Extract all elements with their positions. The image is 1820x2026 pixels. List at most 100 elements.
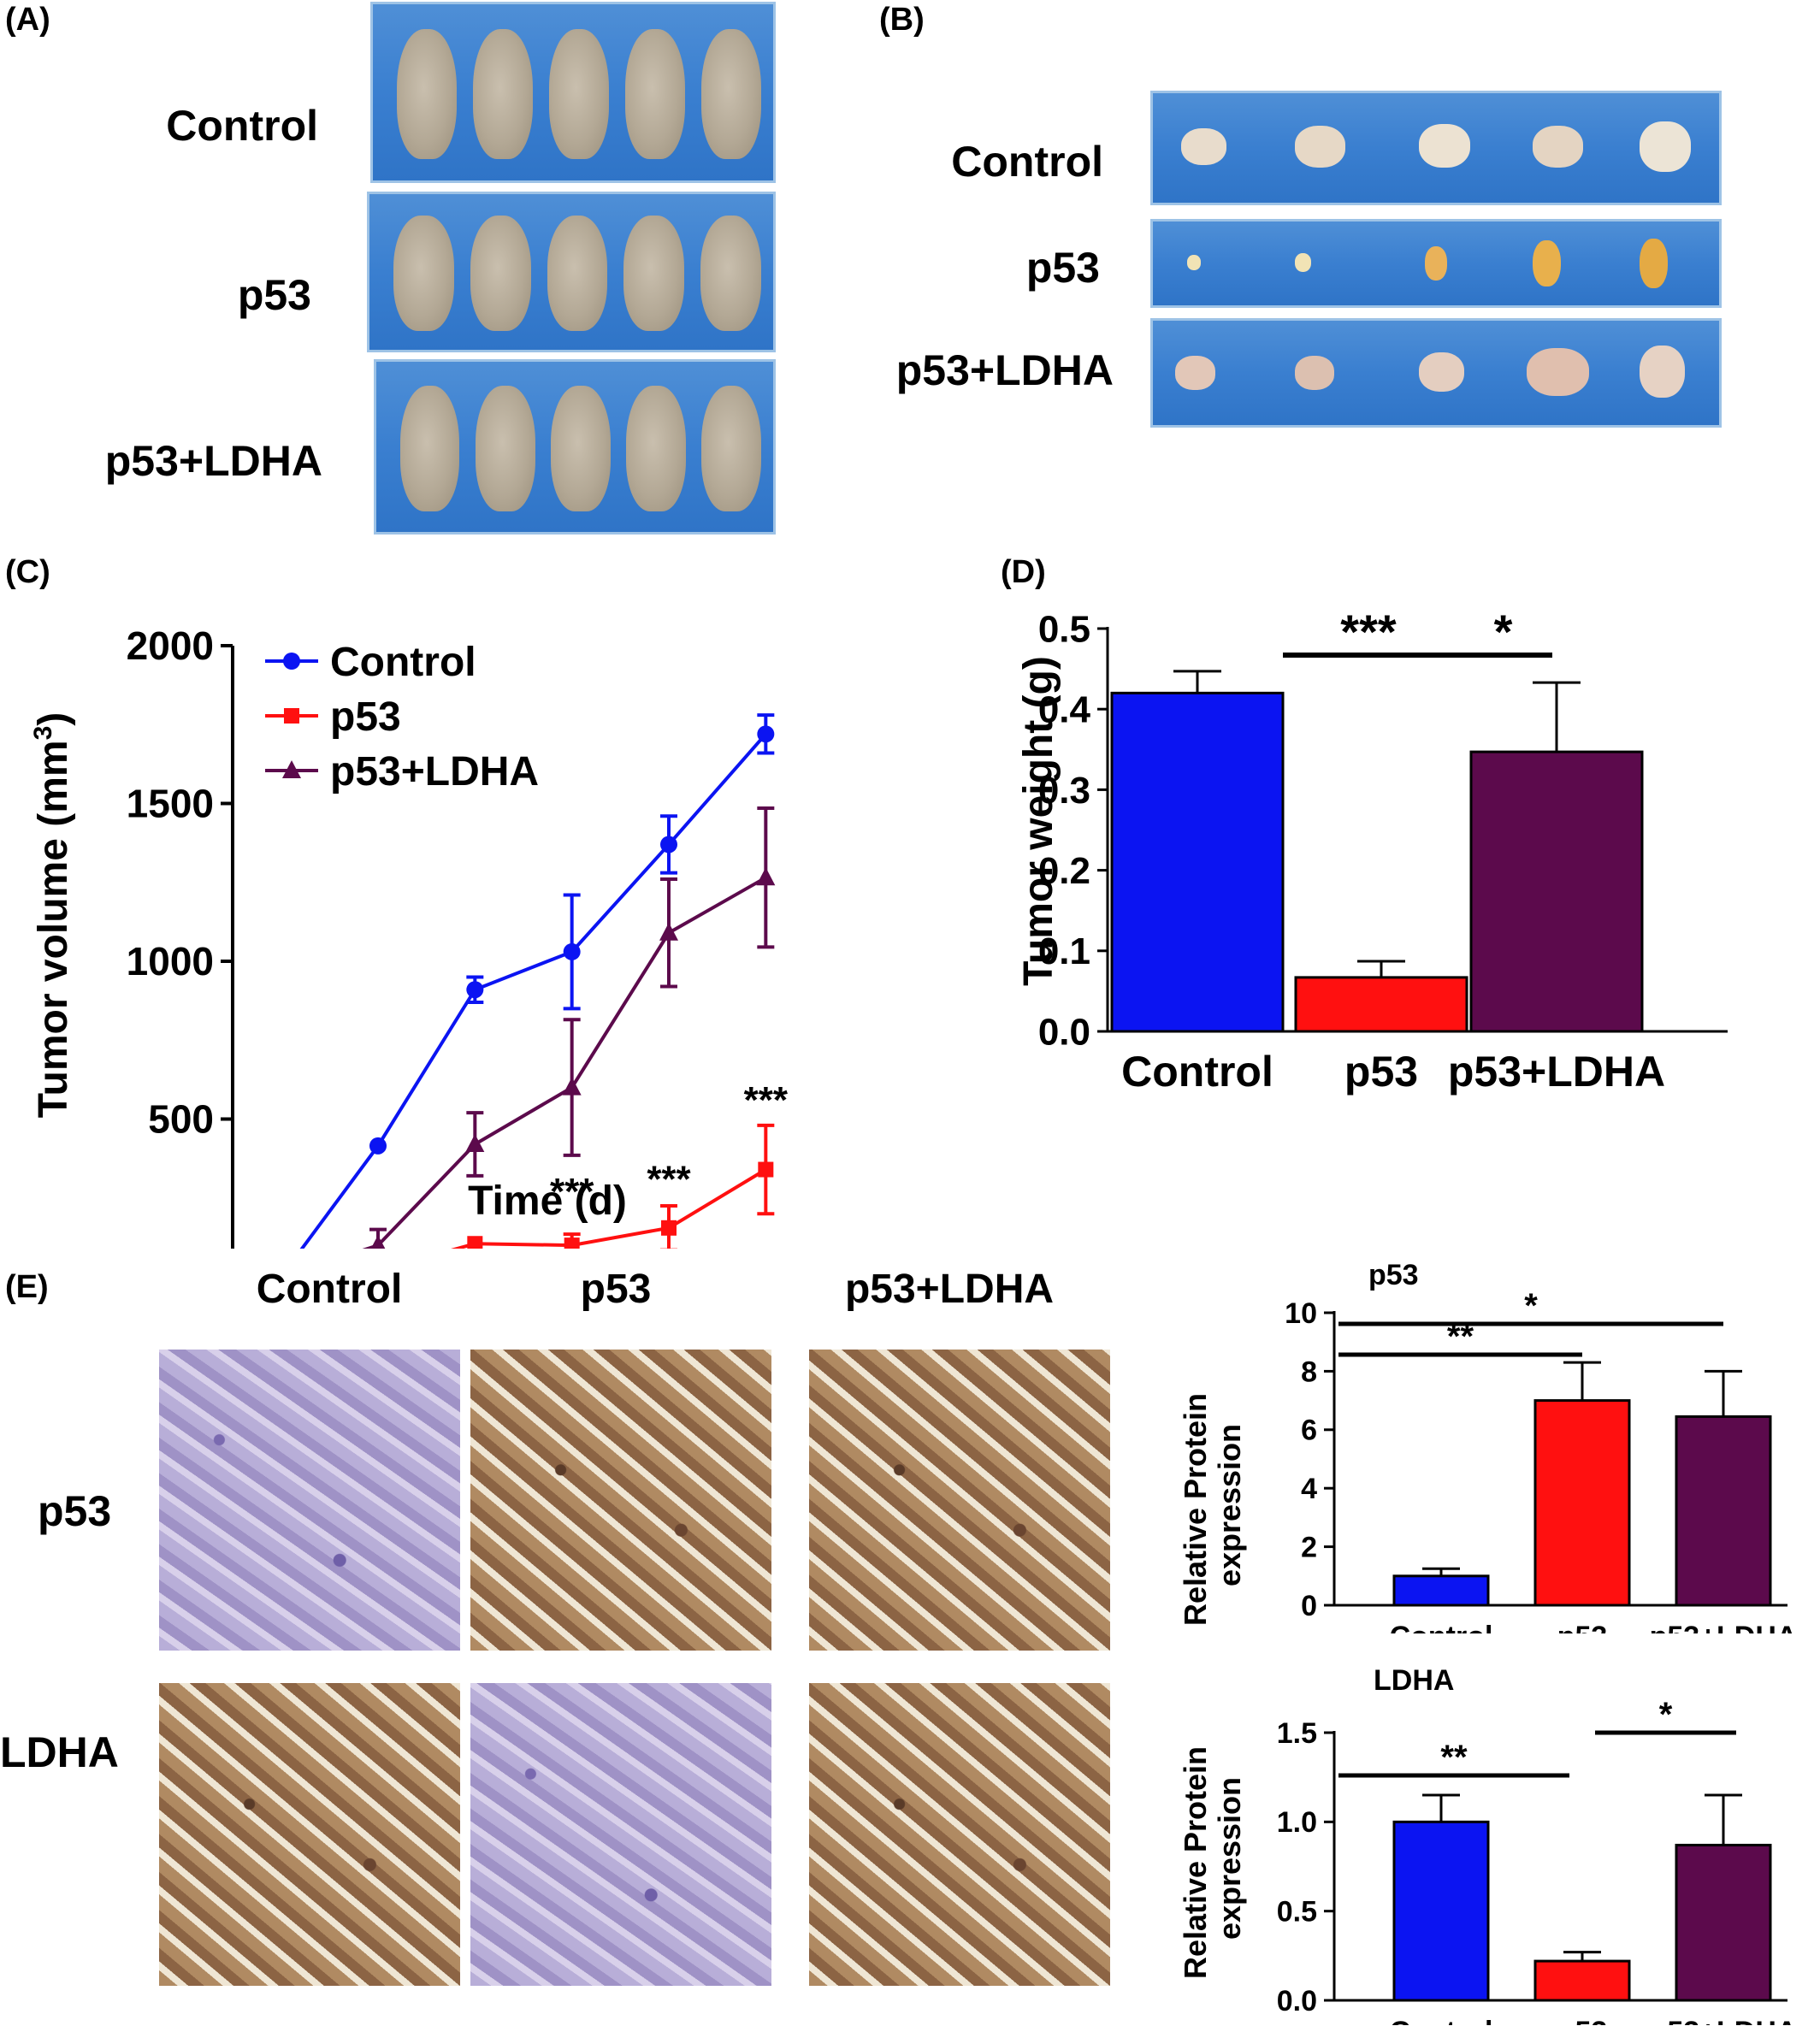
panel-e: (E) Control p53 p53+LDHA p53 LDHA p53 Re… [0,1249,1820,2026]
chart-c-legend-label-control: Control [330,640,476,685]
chart-d-ylabel: Tumor weight (g) [1016,656,1061,986]
panel-d-letter: (D) [1001,554,1046,590]
chart-e1-bar-p53 [1533,1399,1631,1607]
panel-a: (A) Control p53 p53+LDHA [0,0,787,539]
chart-c-point-p53-ldha [659,922,678,941]
chart-e1-bar-p53-ldha [1675,1415,1772,1607]
chart-e2-title: LDHA [1374,1664,1454,1697]
chart-c-legend-label-p53: p53 [330,694,401,740]
chart-d-bar-p53 [1294,976,1468,1033]
chart-c-ylabel-main: Tumor volume (mm [31,740,76,1118]
p53-expression-chart: p53 Relative Protein expression 0 2 4 6 8 10 C… [1180,1259,1798,1633]
panel-b: (B) Control p53 p53+LDHA [855,0,1820,539]
chart-e1-category-label-p53-ldha: p53+LDHA [1650,1621,1798,1633]
chart-c-significance-label: *** [550,1171,594,1213]
tumor-volume-chart: Tumor volume (mm3) Time (d) 050010001500… [29,623,789,1249]
chart-e2-bar-p53-ldha [1675,1843,1772,2002]
chart-d-category-label-p53: p53 [1344,1048,1418,1096]
ihc-col-label-p53-ldha: p53+LDHA [844,1267,1055,1312]
chart-d-bar-p53-ldha [1469,750,1644,1033]
chart-c-point-p53-ldha [370,1235,386,1249]
tumor-photo-control [1150,91,1722,205]
chart-e2-ylabel-line2: expression [1212,1777,1247,1940]
ihc-col-label-control: Control [256,1267,403,1312]
chart-e2-y-tick-label: 0.0 [1277,1985,1317,2017]
chart-c-point-control [563,942,581,960]
chart-d-bar-control [1110,691,1285,1033]
ldha-expression-chart: LDHA Relative Protein expression 0.0 0.5 1… [1180,1664,1798,2025]
chart-c-point-p53-ldha [562,1077,582,1096]
mice-photo-p53-ldha [374,359,776,535]
chart-d-significance-label: *** [1340,605,1397,659]
chart-c-significance-label: *** [744,1079,789,1121]
chart-c-line-p53 [451,1167,767,1249]
chart-c-ylabel-sup: 3 [29,726,57,741]
chart-e2-category-label-p53-ldha: p53+LDHA [1650,2016,1798,2025]
tumor-weight-chart: Tumor weight (g) 0.0 0.1 0.2 0.3 0.4 0.5 Contr… [1016,605,1728,1096]
chart-e1-y-tick-label: 8 [1301,1356,1317,1388]
chart-e2-category-label-control: Control [1390,2016,1493,2025]
chart-e2-ylabel: Relative Protein expression [1180,1738,1247,1979]
ihc-image-p53-p53 [470,1350,771,1651]
chart-d-y-tick-label: 0.4 [1038,689,1091,731]
chart-c-y-tick-label: 2000 [127,623,214,668]
panel-b-row-label-p53-ldha: p53+LDHA [895,346,1114,394]
ihc-image-ldha-p53 [470,1683,771,1986]
chart-c-ylabel: Tumor volume (mm3) [29,712,76,1119]
chart-c-y-tick-label: 1500 [127,782,214,826]
chart-e1-ylabel: Relative Protein expression [1180,1385,1247,1626]
chart-e1-y-tick-label: 6 [1301,1415,1317,1447]
chart-e2-ylabel-line1: Relative Protein [1180,1746,1213,1979]
chart-c-significance-label: *** [647,1158,691,1200]
chart-d-y-tick-label: 0.2 [1038,850,1090,892]
chart-e1-category-label-p53: p53 [1557,1621,1608,1633]
panel-b-row-label-control: Control [951,138,1103,186]
chart-e1-y-tick-label: 0 [1301,1590,1317,1622]
chart-e2-significance-label: * [1659,1696,1673,1734]
chart-d-significance-label: * [1494,605,1513,659]
chart-d-y-tick-label: 0.1 [1038,930,1090,972]
chart-c-point-p53 [564,1237,580,1249]
chart-e2-bar-control [1392,1820,1490,2002]
chart-e2-y-tick-label: 1.0 [1277,1806,1317,1839]
panel-c-letter: (C) [5,554,50,590]
ihc-col-label-p53: p53 [580,1267,652,1312]
panel-b-row-label-p53: p53 [1025,244,1100,292]
ihc-image-p53-p53-ldha [809,1350,1110,1651]
chart-e2-category-label-p53: p53 [1557,2016,1608,2025]
chart-e1-title: p53 [1368,1259,1419,1291]
chart-d-category-label-control: Control [1121,1048,1273,1096]
chart-c-point-p53 [758,1161,774,1178]
panel-e-letter: (E) [5,1269,49,1305]
chart-e2-y-tick-label: 1.5 [1277,1717,1317,1750]
panel-b-letter: (B) [879,2,925,38]
chart-c-point-p53-ldha [465,1134,485,1153]
ihc-image-ldha-p53-ldha [809,1683,1110,1986]
chart-d-y-tick-label: 0.3 [1038,770,1090,812]
chart-e1-y-tick-label: 4 [1301,1473,1317,1505]
ihc-image-ldha-control [159,1683,460,1986]
chart-c-y-tick-label: 500 [148,1097,214,1142]
panel-a-letter: (A) [5,2,50,38]
chart-e1-significance-label: * [1524,1287,1538,1325]
chart-c-point-control [757,725,775,743]
chart-c-point-p53 [467,1236,483,1249]
panel-a-row-label-p53-ldha: p53+LDHA [104,437,322,485]
panel-a-row-label-p53: p53 [237,271,311,319]
chart-d-category-label-p53-ldha: p53+LDHA [1448,1048,1665,1096]
chart-d-y-tick-label: 0.0 [1038,1011,1090,1053]
chart-e1-ylabel-line2: expression [1212,1424,1247,1586]
chart-e1-y-tick-label: 2 [1301,1532,1317,1564]
chart-c-xlabel: Time (d) [468,1178,627,1224]
chart-c-legend-label-p53-ldha: p53+LDHA [330,749,539,794]
ihc-row-label-ldha: LDHA [0,1728,119,1776]
chart-c-legend-marker-p53-ldha [282,760,301,778]
chart-e2-bar-p53 [1533,1959,1631,2002]
chart-e1-category-label-control: Control [1390,1621,1493,1633]
chart-c-legend-marker-control [283,653,300,670]
ihc-row-label-p53: p53 [38,1487,112,1535]
ihc-image-p53-control [159,1350,460,1651]
chart-c-point-control [466,981,484,999]
chart-c-line-control [299,733,767,1249]
chart-c-legend-marker-p53 [284,708,299,724]
